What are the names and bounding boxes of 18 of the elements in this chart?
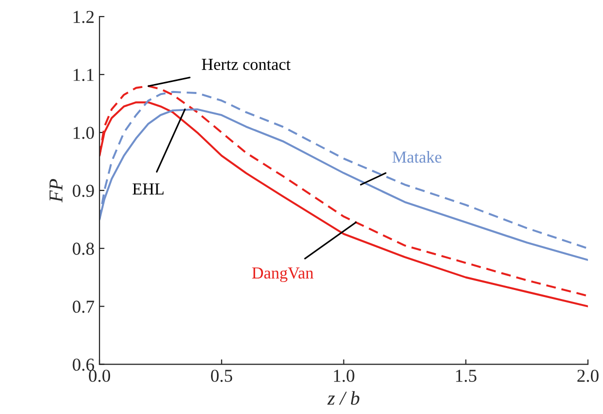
y-tick-label: 0.8 xyxy=(72,242,94,255)
y-tick-label: 1.1 xyxy=(74,68,94,82)
y-tick-label: 1.2 xyxy=(74,10,94,24)
annotation: Hertz contact xyxy=(202,58,291,70)
y-tick-label: 0.9 xyxy=(72,184,94,197)
annotation: EHL xyxy=(132,184,164,194)
y-tick-label: 1.0 xyxy=(74,126,94,139)
x-tick-label: 0.5 xyxy=(211,370,232,382)
x-tick-label: 2.0 xyxy=(577,370,599,382)
annotation: DangVan xyxy=(252,268,314,282)
y-axis-title: FP xyxy=(50,179,62,202)
annotation: Matake xyxy=(392,151,442,163)
x-tick-label: 1.0 xyxy=(334,370,354,382)
x-axis-title: z / b xyxy=(327,391,360,405)
x-tick-label: 0.0 xyxy=(88,370,110,382)
y-tick-label: 0.6 xyxy=(72,358,94,371)
x-tick-label: 1.5 xyxy=(456,370,476,382)
y-tick-label: 0.7 xyxy=(72,300,94,313)
